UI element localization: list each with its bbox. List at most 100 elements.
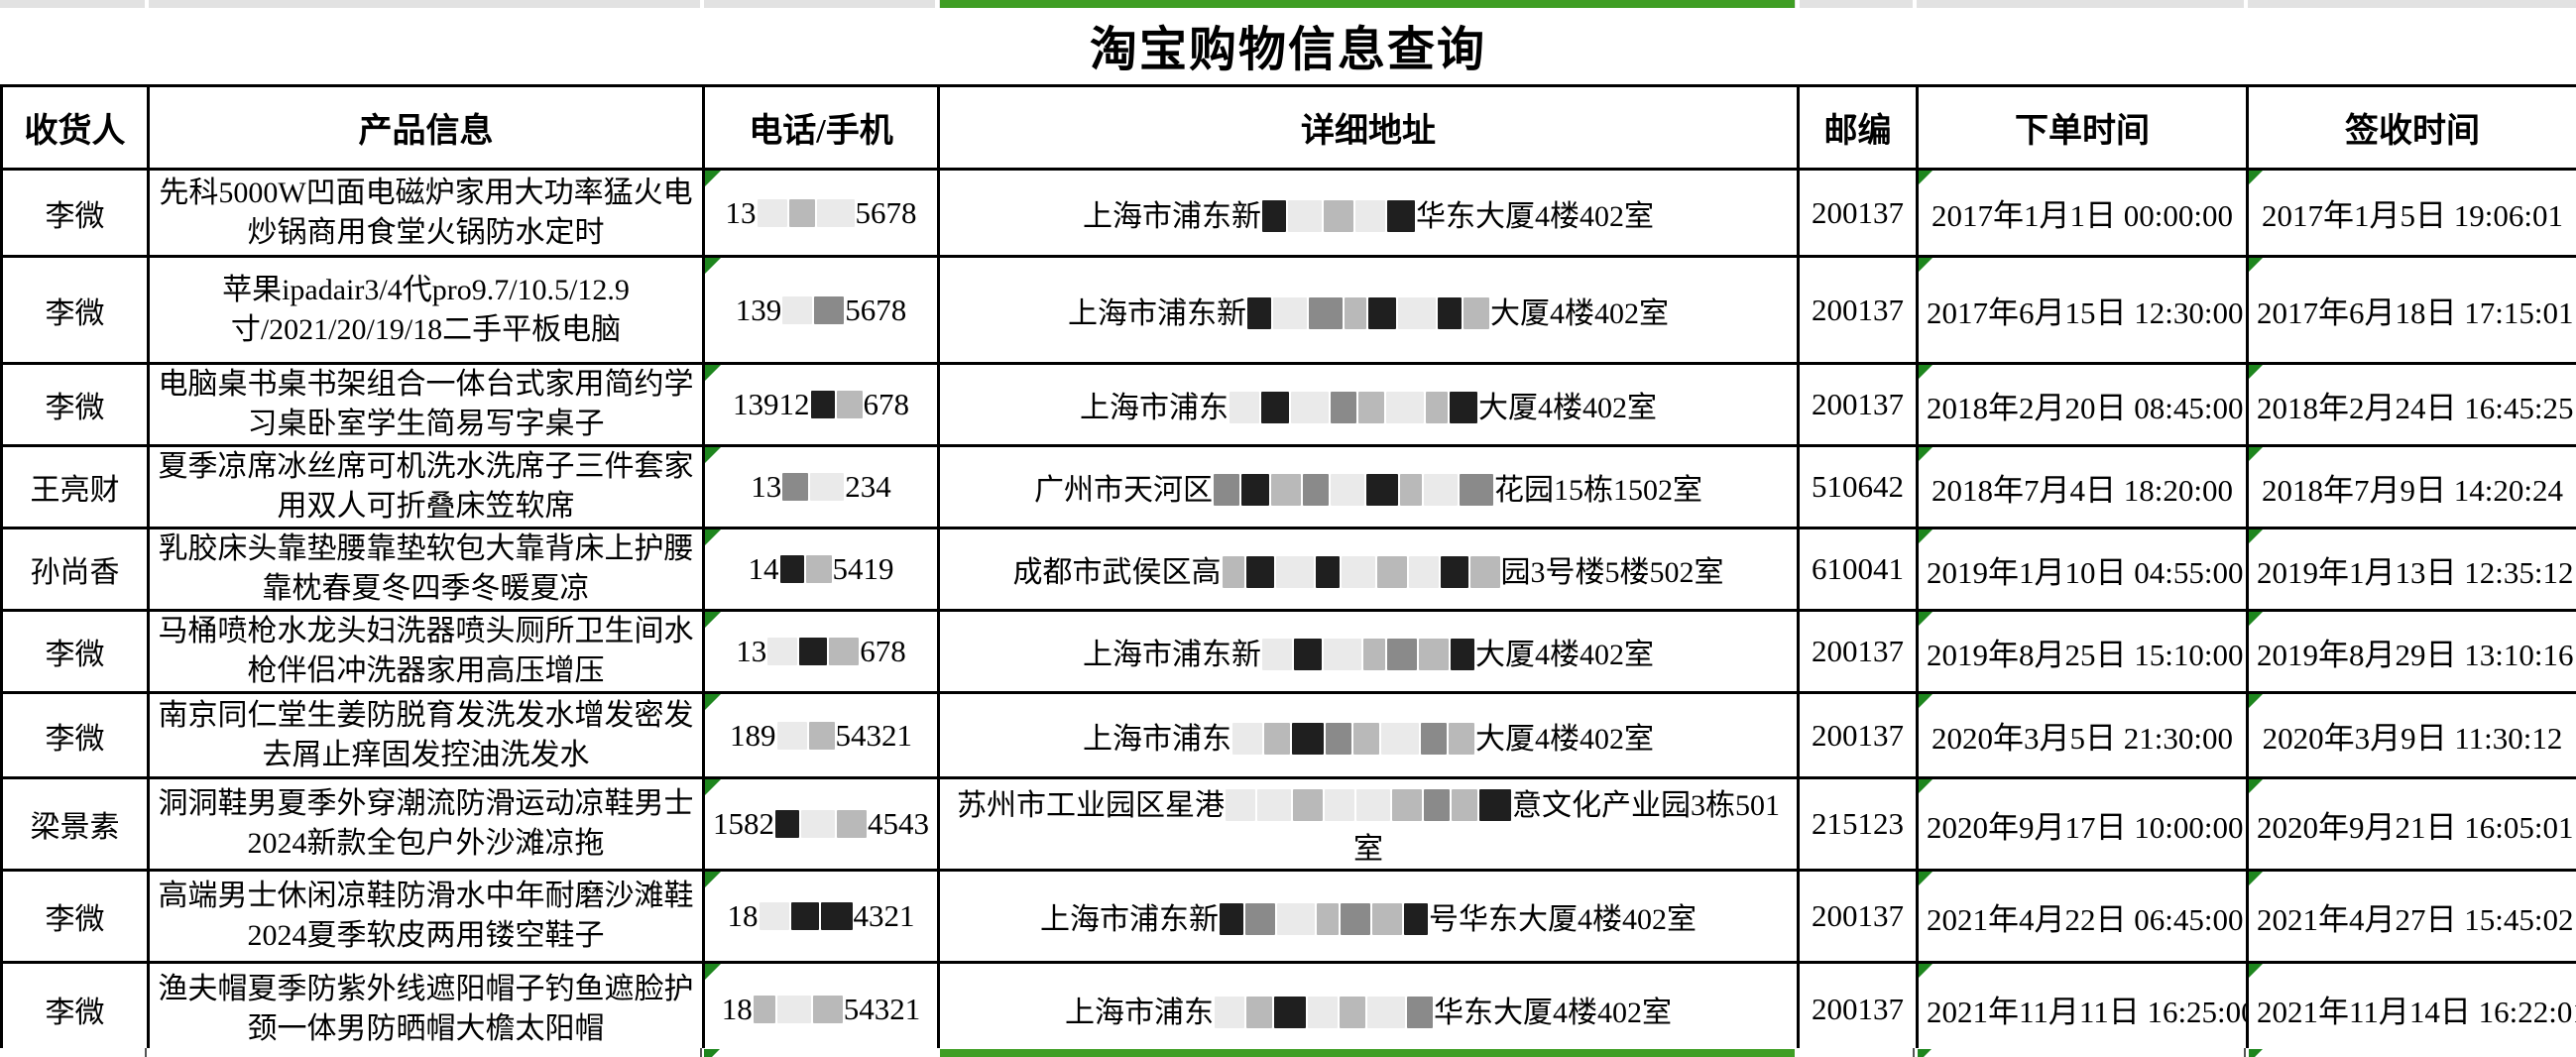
redaction-segment: [775, 810, 799, 838]
receive-time-text: 2017年6月18日 17:15:01: [2257, 295, 2574, 330]
cell-phone[interactable]: 18 4321: [702, 869, 940, 964]
cell-receive-time[interactable]: 2017年1月5日 19:06:01: [2246, 168, 2576, 258]
col-header-phone[interactable]: 电话/手机: [702, 84, 940, 171]
cell-product[interactable]: 苹果ipadair3/4代pro9.7/10.5/12.9寸/2021/20/1…: [147, 255, 705, 365]
cell-product[interactable]: 马桶喷枪水龙头妇洗器喷头厕所卫生间水枪伴侣冲洗器家用高压增压: [147, 609, 705, 694]
cell-phone[interactable]: 18 54321: [702, 961, 940, 1057]
address-suffix: 园3号楼5楼502室: [1500, 556, 1724, 589]
phone-suffix: 5419: [832, 551, 894, 586]
cell-recipient[interactable]: 李微: [0, 961, 150, 1057]
cell-order-time[interactable]: 2021年11月11日 16:25:00: [1916, 961, 2249, 1057]
cell-address[interactable]: 上海市浦东新 大厦4楼402室: [937, 609, 1800, 694]
cell-phone[interactable]: 13 5678: [702, 168, 940, 258]
cell-recipient[interactable]: 王亮财: [0, 444, 150, 529]
redaction-segment: [1372, 903, 1402, 935]
col-header-address[interactable]: 详细地址: [937, 84, 1800, 171]
cell-order-time[interactable]: 2021年4月22日 06:45:00: [1916, 869, 2249, 964]
cell-zip[interactable]: 200137: [1797, 869, 1919, 964]
col-header-order-time[interactable]: 下单时间: [1916, 84, 2249, 171]
cell-phone[interactable]: 13 234: [702, 444, 940, 529]
cell-receive-time[interactable]: 2020年3月9日 11:30:12: [2246, 691, 2576, 779]
cell-error-indicator-icon: [2250, 965, 2263, 978]
address-suffix: 大厦4楼402室: [1475, 639, 1654, 671]
cell-receive-time[interactable]: 2017年6月18日 17:15:01: [2246, 255, 2576, 365]
cell-product[interactable]: 南京同仁堂生姜防脱育发洗发水增发密发去屑止痒固发控油洗发水: [147, 691, 705, 779]
cell-zip[interactable]: 215123: [1797, 776, 1919, 872]
cell-zip[interactable]: 510642: [1797, 444, 1919, 529]
cell-product[interactable]: 夏季凉席冰丝席可机洗水洗席子三件套家用双人可折叠床笠软席: [147, 444, 705, 529]
cell-address[interactable]: 上海市浦东 大厦4楼402室: [937, 691, 1800, 779]
cell-zip[interactable]: 200137: [1797, 609, 1919, 694]
cell-zip[interactable]: 200137: [1797, 255, 1919, 365]
cell-order-time[interactable]: 2020年9月17日 10:00:00: [1916, 776, 2249, 872]
cell-phone[interactable]: 13912 678: [702, 362, 940, 447]
order-time-text: 2019年1月10日 04:55:00: [1927, 554, 2244, 590]
order-time-text: 2017年6月15日 12:30:00: [1927, 295, 2244, 330]
redaction-segment: [836, 391, 863, 418]
cell-address[interactable]: 上海市浦东 华东大厦4楼402室: [937, 961, 1800, 1057]
cell-error-indicator-icon: [2250, 780, 2263, 793]
cell-product[interactable]: 渔夫帽夏季防紫外线遮阳帽子钓鱼遮脸护颈一体男防晒帽大檐太阳帽: [147, 961, 705, 1057]
table-row: 孙尚香 乳胶床头靠垫腰靠垫软包大靠背床上护腰靠枕春夏冬四季冬暖夏凉 14 5419…: [0, 527, 2576, 612]
cell-phone[interactable]: 13 678: [702, 609, 940, 694]
cell-order-time[interactable]: 2017年1月1日 00:00:00: [1916, 168, 2249, 258]
cell-order-time[interactable]: 2018年2月20日 08:45:00: [1916, 362, 2249, 447]
cell-zip[interactable]: 200137: [1797, 362, 1919, 447]
receive-time-text: 2020年3月9日 11:30:12: [2262, 721, 2563, 756]
cell-recipient[interactable]: 李微: [0, 168, 150, 258]
phone-prefix: 13912: [733, 387, 810, 421]
cell-order-time[interactable]: 2018年7月4日 18:20:00: [1916, 444, 2249, 529]
address-prefix: 上海市浦东: [1083, 722, 1231, 756]
cell-zip[interactable]: 200137: [1797, 168, 1919, 258]
cell-address[interactable]: 上海市浦东新 华东大厦4楼402室: [937, 168, 1800, 258]
cell-receive-time[interactable]: 2020年9月21日 16:05:01: [2246, 776, 2576, 872]
cell-product[interactable]: 高端男士休闲凉鞋防滑水中年耐磨沙滩鞋2024夏季软皮两用镂空鞋子: [147, 869, 705, 964]
cell-error-indicator-icon: [706, 780, 721, 795]
cell-product[interactable]: 洞洞鞋男夏季外穿潮流防滑运动凉鞋男士2024新款全包户外沙滩凉拖: [147, 776, 705, 872]
col-header-receive-time[interactable]: 签收时间: [2246, 84, 2576, 171]
cell-product[interactable]: 电脑桌书桌书架组合一体台式家用简约学习桌卧室学生简易写字桌子: [147, 362, 705, 447]
redaction-segment: [1273, 296, 1307, 329]
cell-product[interactable]: 乳胶床头靠垫腰靠垫软包大靠背床上护腰靠枕春夏冬四季冬暖夏凉: [147, 527, 705, 612]
cell-order-time[interactable]: 2019年1月10日 04:55:00: [1916, 527, 2249, 612]
cell-receive-time[interactable]: 2019年1月13日 12:35:12: [2246, 527, 2576, 612]
cell-recipient[interactable]: 李微: [0, 609, 150, 694]
cell-receive-time[interactable]: 2018年7月9日 14:20:24: [2246, 444, 2576, 529]
cell-phone[interactable]: 189 54321: [702, 691, 940, 779]
cell-address[interactable]: 上海市浦东新 号华东大厦4楼402室: [937, 869, 1800, 964]
cell-recipient[interactable]: 梁景素: [0, 776, 150, 872]
cell-recipient[interactable]: 李微: [0, 362, 150, 447]
cell-zip[interactable]: 200137: [1797, 691, 1919, 779]
col-header-product[interactable]: 产品信息: [147, 84, 705, 171]
cell-recipient[interactable]: 李微: [0, 869, 150, 964]
table-row: 李微 苹果ipadair3/4代pro9.7/10.5/12.9寸/2021/2…: [0, 255, 2576, 365]
cell-receive-time[interactable]: 2021年4月27日 15:45:02: [2246, 869, 2576, 964]
address-prefix: 成都市武侯区高: [1012, 556, 1222, 589]
col-header-recipient[interactable]: 收货人: [0, 84, 150, 171]
redaction-segment: [829, 638, 860, 665]
cell-zip[interactable]: 610041: [1797, 527, 1919, 612]
redaction-segment: [801, 810, 835, 838]
cell-order-time[interactable]: 2020年3月5日 21:30:00: [1916, 691, 2249, 779]
cell-address[interactable]: 苏州市工业园区星港 意文化产业园3栋501室: [937, 776, 1800, 872]
cell-phone[interactable]: 139 5678: [702, 255, 940, 365]
cell-address[interactable]: 广州市天河区 花园15栋1502室: [937, 444, 1800, 529]
cell-product[interactable]: 先科5000W凹面电磁炉家用大功率猛火电炒锅商用食堂火锅防水定时: [147, 168, 705, 258]
cell-zip[interactable]: 200137: [1797, 961, 1919, 1057]
col-header-zip[interactable]: 邮编: [1797, 84, 1919, 171]
cell-order-time[interactable]: 2019年8月25日 15:10:00: [1916, 609, 2249, 694]
cell-address[interactable]: 成都市武侯区高 园3号楼5楼502室: [937, 527, 1800, 612]
table-row: 李微 高端男士休闲凉鞋防滑水中年耐磨沙滩鞋2024夏季软皮两用镂空鞋子 18 43…: [0, 869, 2576, 964]
cell-recipient[interactable]: 李微: [0, 255, 150, 365]
cell-recipient[interactable]: 李微: [0, 691, 150, 779]
cell-phone[interactable]: 1582 4543: [702, 776, 940, 872]
cell-receive-time[interactable]: 2019年8月29日 13:10:16: [2246, 609, 2576, 694]
cell-receive-time[interactable]: 2018年2月24日 16:45:25: [2246, 362, 2576, 447]
cell-phone[interactable]: 14 5419: [702, 527, 940, 612]
order-time-text: 2018年2月20日 08:45:00: [1927, 390, 2244, 425]
cell-order-time[interactable]: 2017年6月15日 12:30:00: [1916, 255, 2249, 365]
cell-recipient[interactable]: 孙尚香: [0, 527, 150, 612]
cell-receive-time[interactable]: 2021年11月14日 16:22:01: [2246, 961, 2576, 1057]
cell-address[interactable]: 上海市浦东新 大厦4楼402室: [937, 255, 1800, 365]
cell-address[interactable]: 上海市浦东 大厦4楼402室: [937, 362, 1800, 447]
